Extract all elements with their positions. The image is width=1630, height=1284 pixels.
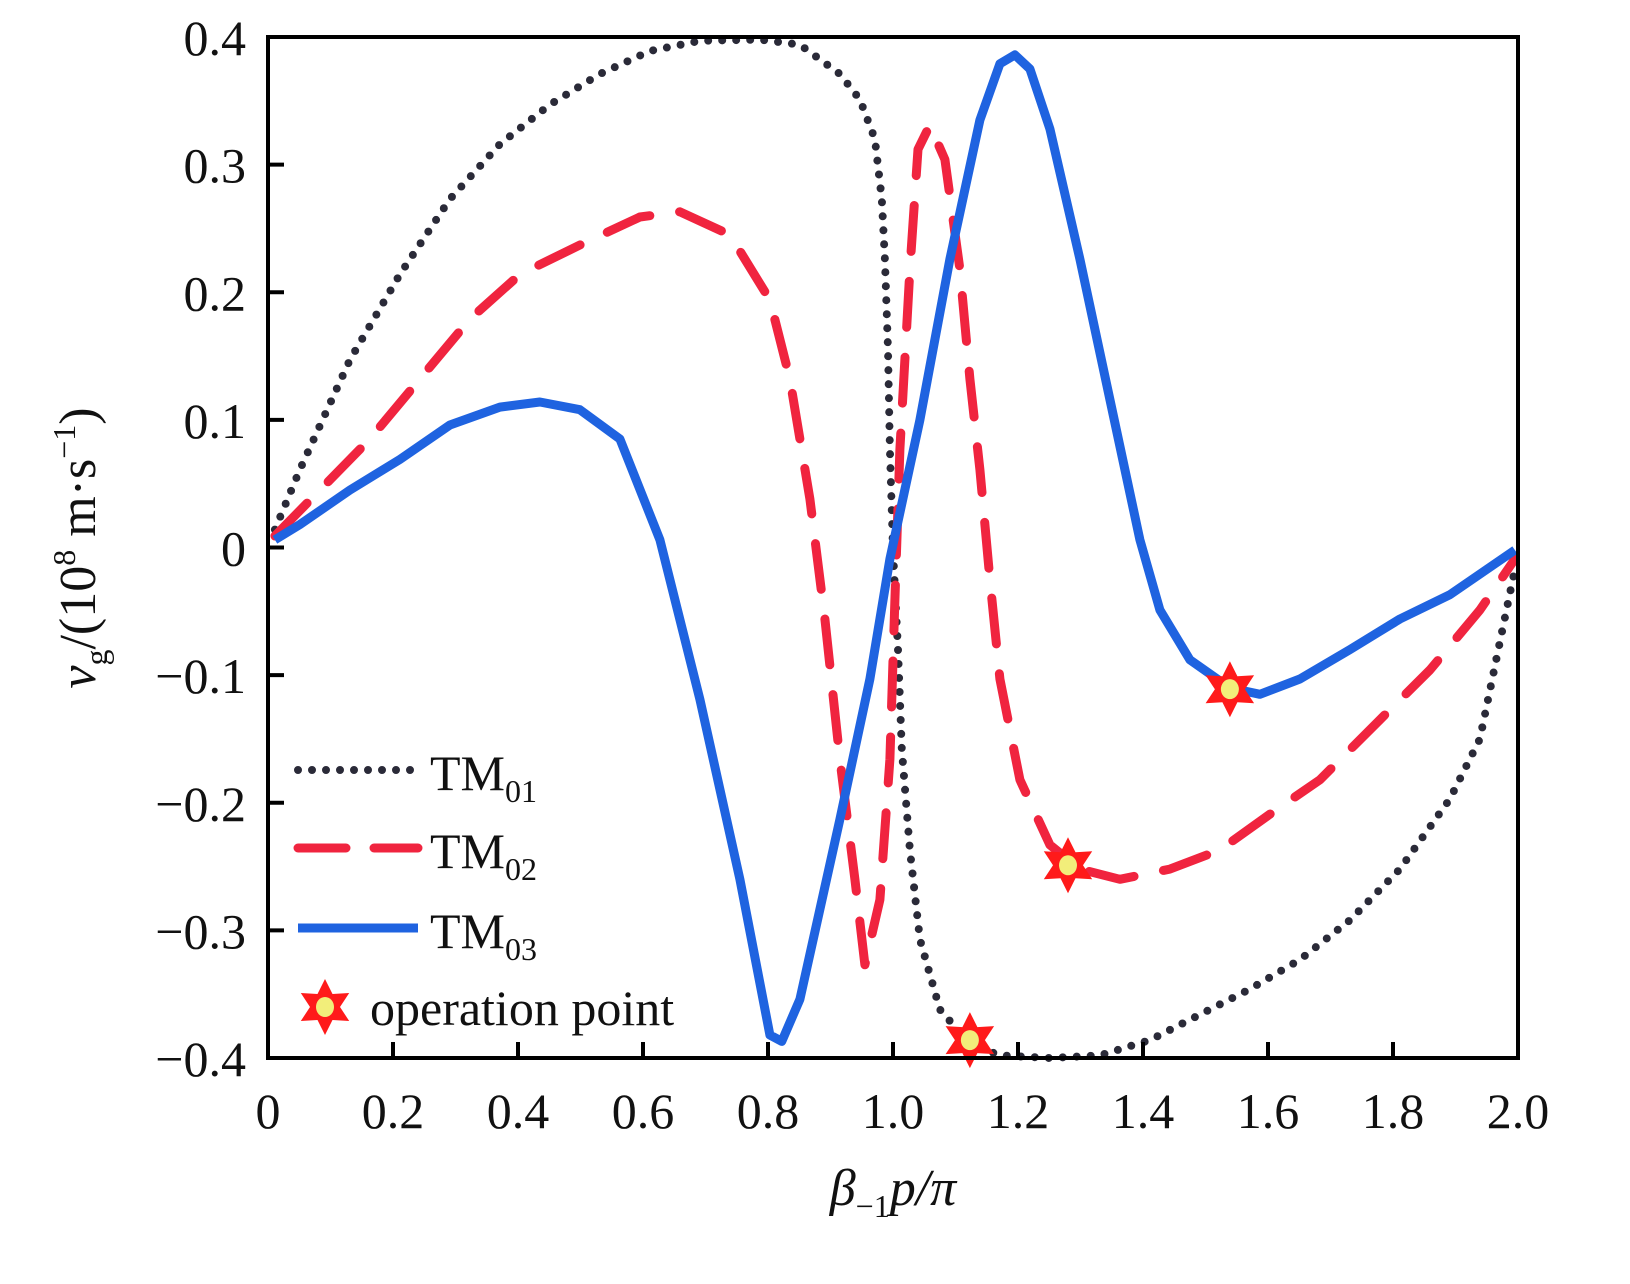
series-line-tm03 [272, 50, 1518, 1046]
y-axis-label: vg/(108 m·s−1) [46, 407, 114, 688]
x-tick-label: 0 [256, 1083, 281, 1139]
y-tick-label: 0.2 [184, 265, 247, 321]
x-tick-label: 1.0 [862, 1083, 925, 1139]
legend-label-tm01: TM01 [430, 745, 537, 809]
x-tick-label: 2.0 [1487, 1083, 1550, 1139]
legend-label-tm03: TM03 [430, 903, 537, 967]
x-tick-label: 0.2 [362, 1083, 425, 1139]
legend: TM01 TM02 TM03 operation point [293, 745, 674, 1036]
operation-point-marker [1205, 661, 1255, 718]
x-tick-label: 1.6 [1237, 1083, 1300, 1139]
series-line-tm01 [270, 35, 1519, 1062]
star-icon [300, 979, 350, 1035]
operation-points-layer [945, 661, 1255, 1069]
series-line-tm02 [270, 120, 1520, 970]
x-axis-label: β−1p/π [829, 1160, 958, 1224]
y-tick-label: 0.1 [184, 393, 247, 449]
x-tick-label: 0.6 [612, 1083, 675, 1139]
y-tick-label: 0 [221, 521, 246, 577]
y-tick-label: 0.4 [184, 10, 247, 66]
legend-star-icon [300, 979, 350, 1035]
operation-point-marker [1043, 837, 1093, 894]
x-tick-label: 1.8 [1362, 1083, 1425, 1139]
legend-label-tm02: TM02 [430, 823, 537, 887]
y-tick-label: −0.4 [155, 1031, 246, 1087]
operation-point-marker [945, 1012, 995, 1069]
x-tick-label: 0.4 [487, 1083, 550, 1139]
x-tick-label: 0.8 [737, 1083, 800, 1139]
y-tick-label: −0.1 [155, 648, 246, 704]
y-tick-label: −0.2 [155, 776, 246, 832]
legend-label-operation-point: operation point [370, 980, 674, 1036]
x-tick-label: 1.4 [1112, 1083, 1175, 1139]
ticks-layer: 0 0.2 0.4 0.6 0.8 1.0 1.2 1.4 1.6 1.8 2.0 0.4 0.3 0.2… [155, 10, 1549, 1139]
y-tick-label: 0.3 [184, 138, 247, 194]
x-tick-label: 1.2 [987, 1083, 1050, 1139]
y-tick-label: −0.3 [155, 903, 246, 959]
